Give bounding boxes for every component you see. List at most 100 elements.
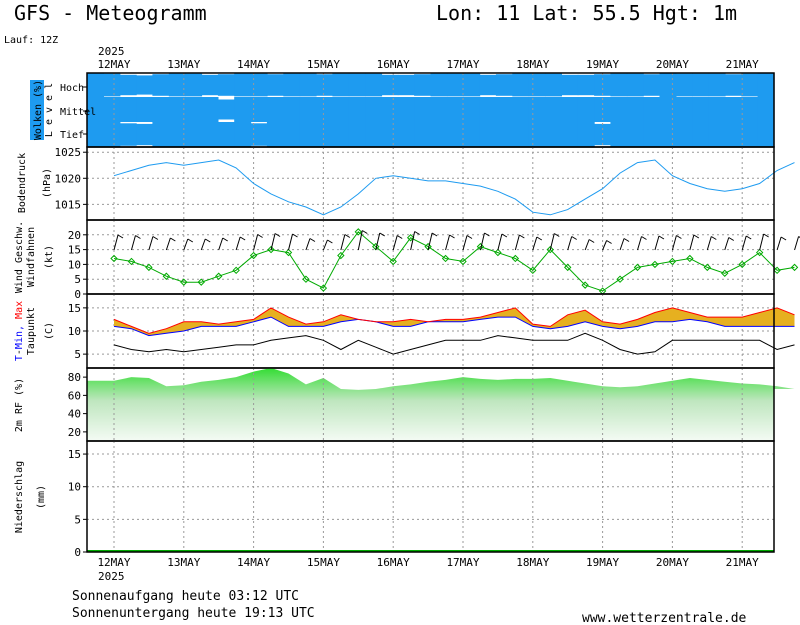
- day-label-bottom: 12MAY: [97, 556, 130, 569]
- wind-barb: [235, 236, 241, 251]
- temp-ylabel2: Taupunkt: [26, 307, 37, 355]
- cloud-cell-hoch: [479, 74, 497, 96]
- wind-barb-flag: [728, 237, 735, 241]
- wind-unit: (kt): [44, 245, 55, 269]
- y-tick-label: 5: [74, 513, 81, 526]
- cloud-cell-mittel: [332, 97, 350, 122]
- y-tick-label: 20: [68, 426, 81, 439]
- tmin-label-part2: Min,: [14, 325, 25, 349]
- y-tick-label: 10: [68, 481, 81, 494]
- wind-barb: [706, 236, 712, 251]
- cloud-cell-mittel: [561, 97, 579, 122]
- wind-speed-point: [389, 257, 397, 266]
- cloud-cell-tief: [103, 122, 121, 147]
- cloud-ylabel: Wolken (%): [33, 80, 44, 140]
- wind-barb-flag: [135, 235, 141, 239]
- cloud-cell-mittel: [577, 97, 595, 122]
- wind-barb: [322, 239, 328, 251]
- precip-unit: (mm): [36, 485, 47, 509]
- wind-barb: [619, 238, 625, 251]
- cloud-cell-hoch: [692, 73, 710, 97]
- wind-barb-flag: [519, 234, 525, 239]
- day-label-bottom: 16MAY: [377, 556, 410, 569]
- cloud-cell-tief: [381, 122, 399, 147]
- cloud-cell-tief: [397, 122, 415, 147]
- website-link[interactable]: www.wetterzentrale.de: [582, 611, 747, 625]
- cloud-cell-tief: [446, 122, 464, 147]
- cloud-cell-tief: [365, 122, 383, 147]
- cloud-cell-hoch: [724, 74, 742, 96]
- cloud-cell-mittel: [643, 97, 661, 122]
- wind-barb-flag: [274, 233, 281, 237]
- cloud-cell-tief: [692, 122, 710, 147]
- wind-speed-point: [721, 269, 729, 277]
- sunrise-text: Sonnenaufgang heute 03:12 UTC: [72, 589, 299, 604]
- bottom-day-labels: 12MAY 13MAY 14MAY 15MAY 16MAY 17MAY 18MAY 19MAY…: [97, 556, 759, 569]
- cloud-cell-hoch: [708, 73, 726, 97]
- level-label-mittel: Mittel: [60, 107, 96, 118]
- cloud-cell-mittel: [414, 97, 432, 122]
- y-tick-label: 60: [68, 389, 81, 402]
- wind-speed-point: [214, 272, 223, 280]
- temp-unit: (C): [44, 322, 55, 340]
- wind-barb: [794, 236, 800, 251]
- pressure-ylabel: Bodendruck: [17, 153, 28, 213]
- cloud-cell-hoch: [201, 74, 219, 96]
- wind-speed-point: [598, 287, 607, 295]
- wind-speed-point: [703, 263, 712, 272]
- y-tick-label: 10: [68, 325, 81, 338]
- y-tick-label: 0: [74, 546, 81, 559]
- wind-barb: [549, 233, 555, 251]
- year-label-bottom: 2025: [98, 570, 125, 583]
- wind-speed-point: [790, 263, 799, 272]
- cloud-cell-mittel: [316, 97, 333, 122]
- cloud-cell-tief: [87, 122, 104, 147]
- cloud-cell-tief: [168, 122, 186, 147]
- wind-barb: [759, 233, 765, 251]
- tmin-label-dash: -: [14, 349, 25, 355]
- cloud-cell-hoch: [397, 74, 415, 96]
- wind-barb: [462, 235, 468, 251]
- tmax-line: [113, 307, 795, 334]
- cloud-cell-mittel: [103, 97, 121, 122]
- day-label-bottom: 15MAY: [307, 556, 340, 569]
- wind-barb-flag: [309, 238, 316, 242]
- cloud-cell-hoch: [234, 73, 252, 97]
- cloud-cell-mittel: [250, 97, 268, 122]
- day-label-top: 19MAY: [586, 58, 619, 71]
- wind-speed-point: [529, 266, 537, 275]
- wind-barb-flag: [484, 232, 490, 237]
- wind-barb-flag: [745, 235, 752, 240]
- wind-speed-point: [441, 254, 450, 263]
- y-tick-label: 40: [68, 408, 81, 421]
- y-tick-label: 1020: [55, 172, 82, 185]
- chart-title: GFS - Meteogramm: [14, 1, 207, 25]
- cloud-cell-hoch: [512, 73, 530, 97]
- wind-barb-flag: [641, 236, 647, 240]
- cloud-cell-mittel: [365, 97, 383, 122]
- wind-barb: [410, 231, 416, 251]
- wind-barb: [741, 235, 747, 251]
- day-label-bottom: 17MAY: [446, 556, 479, 569]
- pressure-panel-frame: [86, 146, 775, 221]
- cloud-cell-hoch: [446, 73, 464, 97]
- wind-speed-point: [511, 254, 520, 263]
- level-label-tief: Tief: [60, 130, 84, 141]
- cloud-cell-mittel: [675, 97, 693, 122]
- wind-barb-flag: [204, 238, 211, 243]
- cloud-cell-hoch: [528, 73, 546, 97]
- rh-area: [87, 368, 795, 441]
- y-tick-label: 1025: [55, 146, 82, 159]
- wind-barb-flag: [588, 239, 595, 243]
- cloud-cell-mittel: [234, 97, 252, 122]
- wind-barb: [165, 237, 171, 251]
- cloud-cell-mittel: [463, 97, 481, 122]
- wind-barb-flag: [536, 236, 543, 241]
- wind-barb: [654, 235, 660, 251]
- wind-speed-point: [616, 275, 624, 283]
- cloud-cell-tief: [626, 122, 644, 147]
- cloud-cell-hoch: [430, 73, 448, 97]
- rh-ylabel: 2m RF (%): [14, 378, 25, 432]
- cloud-cell-hoch: [675, 73, 693, 97]
- wind-barb: [427, 232, 433, 251]
